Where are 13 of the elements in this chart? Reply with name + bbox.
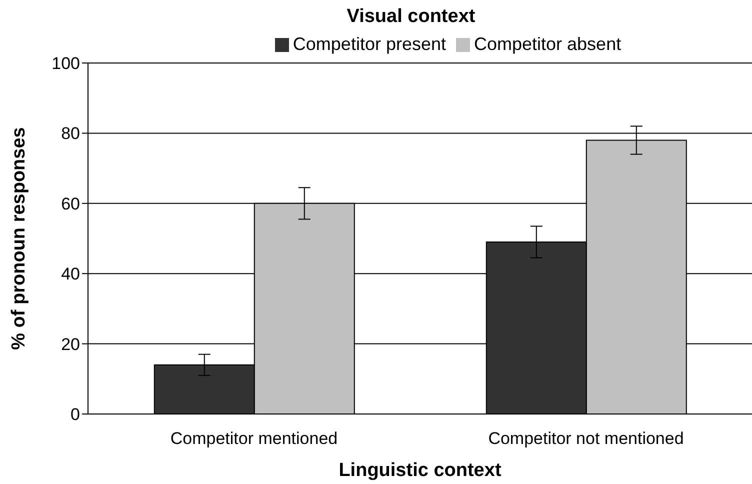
chart-title: Visual context	[346, 5, 476, 29]
y-tick-label: 80	[61, 124, 80, 144]
y-tick-label: 0	[70, 405, 80, 424]
y-axis-title: % of pronoun responses	[8, 127, 30, 350]
y-tick-label: 100	[52, 54, 80, 74]
y-tick-label: 40	[61, 264, 80, 284]
legend-label: Competitor absent	[474, 34, 622, 54]
y-tick-label: 60	[61, 194, 80, 214]
x-tick-label: Competitor not mentioned	[488, 429, 684, 448]
y-tick-label: 20	[61, 334, 80, 354]
x-axis-title: Linguistic context	[338, 460, 502, 481]
x-tick-label: Competitor mentioned	[170, 429, 338, 448]
legend-label: Competitor present	[292, 34, 446, 54]
